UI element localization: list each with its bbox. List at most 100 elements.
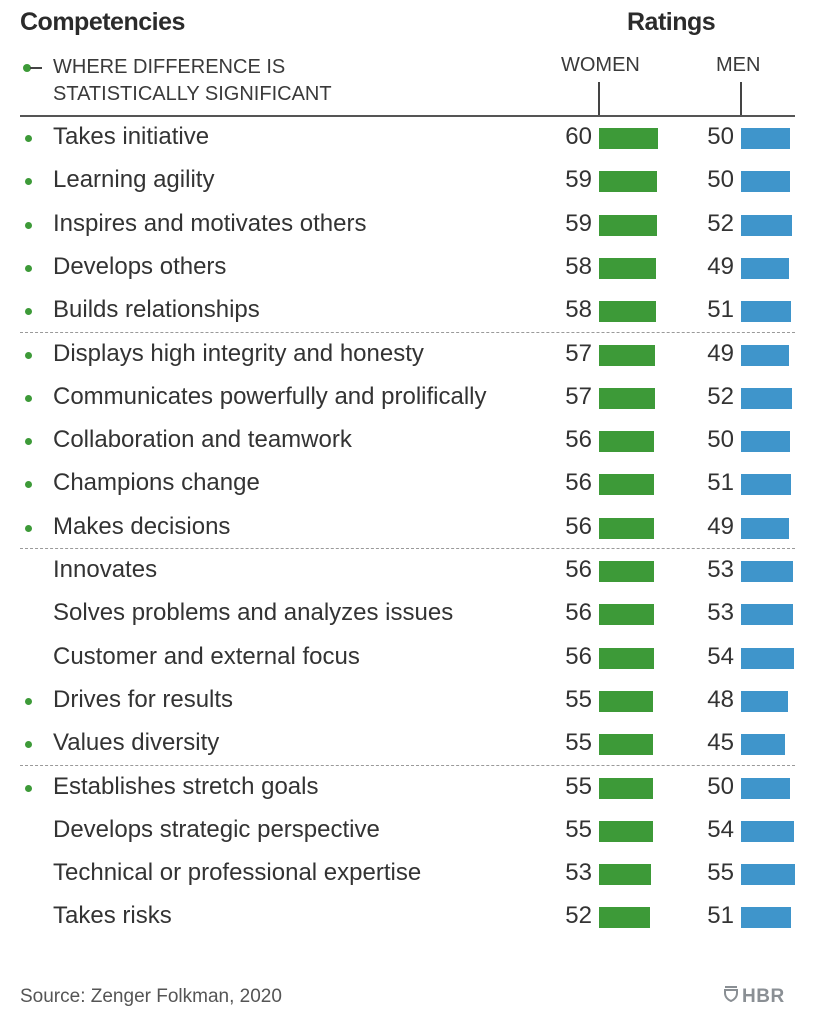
men-axis-tick: [740, 82, 742, 116]
men-bar: [741, 301, 792, 323]
chart-row: Technical or professional expertise 53 55: [0, 852, 828, 895]
women-axis-tick: [598, 82, 600, 116]
women-value-label: 55: [565, 685, 592, 713]
men-bar: [741, 171, 791, 193]
women-bar: [599, 690, 654, 712]
competency-label: Inspires and motivates others: [53, 209, 367, 237]
chart-row: Establishes stretch goals 55 50: [0, 766, 828, 809]
significance-dot-icon: [25, 264, 32, 272]
significance-dot-icon: [25, 351, 32, 359]
significance-dot-icon: [25, 135, 32, 142]
chart-row: Displays high integrity and honesty 57 49: [0, 333, 828, 376]
chart-row: Champions change 56 51: [0, 462, 828, 505]
significance-dot-icon: [25, 308, 32, 316]
women-bar: [599, 517, 655, 539]
men-bar: [741, 214, 793, 236]
men-bar: [741, 257, 790, 279]
chart-row: Drives for results 55 48: [0, 679, 828, 722]
significance-dot-icon: [25, 784, 32, 792]
women-bar: [599, 128, 659, 149]
women-value-label: 59: [565, 209, 592, 237]
men-value-label: 54: [707, 642, 734, 670]
competency-label: Technical or professional expertise: [53, 859, 422, 887]
men-bar: [741, 128, 791, 149]
women-bar: [599, 561, 655, 582]
legend-leader-line: [30, 67, 42, 69]
significance-dot-icon: [25, 481, 32, 489]
men-bar: [741, 864, 796, 886]
significance-dot-icon: [23, 64, 31, 72]
men-value-label: 49: [707, 339, 734, 367]
women-value-label: 53: [565, 859, 592, 887]
significance-dot-icon: [25, 741, 32, 749]
women-value-label: 56: [565, 599, 592, 627]
men-bar: [741, 907, 792, 929]
women-bar: [599, 431, 655, 453]
men-bar: [741, 561, 794, 582]
competency-label: Takes risks: [53, 902, 172, 930]
competency-label: Builds relationships: [53, 296, 260, 324]
women-value-label: 58: [565, 296, 592, 324]
competency-label: Makes decisions: [53, 512, 231, 540]
significance-dot-icon: [25, 221, 32, 229]
women-value-label: 59: [565, 166, 592, 194]
chart-row: Inspires and motivates others 59 52: [0, 203, 828, 246]
women-value-label: 60: [565, 123, 592, 150]
competency-label: Learning agility: [53, 166, 215, 194]
brand-label: HBR: [742, 986, 785, 1007]
men-bar: [741, 820, 795, 842]
competency-label: Innovates: [53, 556, 158, 583]
chart-row: Builds relationships 58 51: [0, 289, 828, 332]
source-note: Source: Zenger Folkman, 2020: [20, 986, 282, 1007]
men-bar: [741, 431, 791, 453]
women-bar: [599, 777, 654, 799]
significance-dot-icon: [25, 178, 32, 186]
competency-label: Displays high integrity and honesty: [53, 339, 424, 367]
chart-row: Develops strategic perspective 55 54: [0, 809, 828, 852]
competency-label: Develops others: [53, 252, 227, 280]
women-value-label: 57: [565, 382, 592, 410]
competency-label: Drives for results: [53, 685, 234, 713]
men-value-label: 49: [707, 512, 734, 540]
chart-row: Makes decisions 56 49: [0, 506, 828, 549]
men-bar: [741, 777, 791, 799]
women-bar: [599, 387, 656, 409]
women-bar: [599, 344, 656, 366]
men-value-label: 50: [707, 426, 734, 454]
significance-dot-icon: [25, 697, 32, 705]
men-bar: [741, 647, 795, 669]
competency-label: Communicates powerfully and prolifically: [53, 382, 487, 410]
chart-row: Takes risks 52 51: [0, 895, 828, 938]
women-value-label: 52: [565, 902, 592, 930]
men-value-label: 55: [707, 859, 734, 887]
significance-dot-icon: [25, 524, 32, 532]
men-value-label: 52: [707, 382, 734, 410]
competency-label: Champions change: [53, 469, 260, 497]
women-value-label: 56: [565, 642, 592, 670]
men-column-label: MEN: [716, 54, 761, 76]
competency-label: Solves problems and analyzes issues: [53, 599, 454, 627]
group-separator: [20, 548, 795, 549]
men-bar: [741, 690, 789, 712]
chart-row: Values diversity 55 45: [0, 722, 828, 765]
women-value-label: 56: [565, 469, 592, 497]
ratings-header: Ratings: [627, 8, 716, 36]
women-column-label: WOMEN: [561, 54, 640, 76]
competency-label: Develops strategic perspective: [53, 815, 380, 843]
women-bar: [599, 647, 655, 669]
chart-row: Collaboration and teamwork 56 50: [0, 419, 828, 462]
men-value-label: 50: [707, 123, 734, 150]
women-bar: [599, 214, 658, 236]
women-bar: [599, 474, 655, 496]
women-bar: [599, 604, 655, 626]
women-bar: [599, 734, 654, 756]
group-separator: [20, 764, 795, 766]
women-value-label: 55: [565, 729, 592, 757]
women-bar: [599, 301, 657, 323]
women-bar: [599, 820, 654, 842]
shield-icon: [724, 986, 738, 1008]
chart-row: Innovates 56 53: [0, 549, 828, 592]
men-bar: [741, 474, 792, 496]
men-value-label: 54: [707, 815, 734, 843]
men-value-label: 51: [707, 296, 734, 324]
